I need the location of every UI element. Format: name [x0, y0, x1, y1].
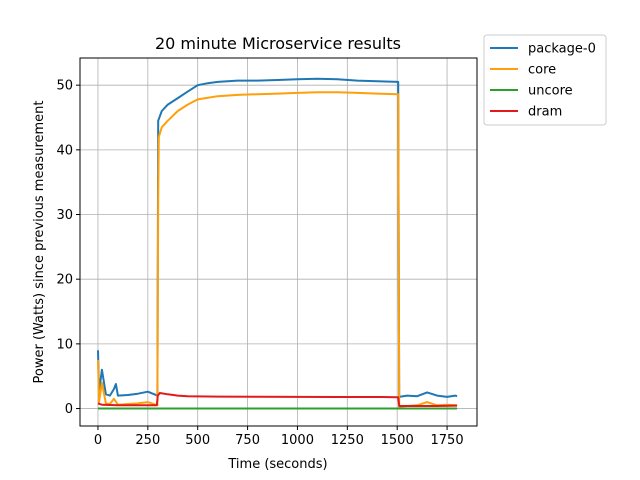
x-tick-label: 250 — [135, 433, 160, 448]
plot-frame — [79, 57, 478, 427]
x-tick-label: 1000 — [281, 433, 314, 448]
series-lines — [97, 77, 458, 410]
x-tick-label: 750 — [235, 433, 260, 448]
legend-box — [483, 34, 607, 126]
series-line-dram — [97, 392, 458, 407]
y-tick-label: 40 — [56, 143, 73, 158]
chart-title: 20 minute Microservice results — [155, 34, 401, 53]
y-axis-label: Power (Watts) since previous measurement — [32, 101, 47, 384]
x-tick-label: 0 — [94, 433, 102, 448]
y-tick-label: 0 — [65, 402, 73, 417]
x-tick-label: 500 — [185, 433, 210, 448]
x-tick-label: 1250 — [331, 433, 364, 448]
legend-label-uncore: uncore — [528, 84, 573, 99]
x-axis-ticks: 0 250 500 750 1000 1250 1500 1750 — [94, 426, 464, 448]
series-line-package-0 — [97, 77, 458, 398]
y-axis-ticks: 0 10 20 30 40 50 — [56, 79, 80, 417]
y-tick-label: 10 — [56, 337, 73, 352]
legend-label-dram: dram — [528, 105, 562, 120]
x-axis-label: Time (seconds) — [227, 457, 327, 472]
legend-label-package-0: package-0 — [528, 42, 596, 57]
series-line-core — [97, 91, 458, 408]
legend: package-0 core uncore dram — [483, 34, 607, 126]
x-tick-label: 1500 — [381, 433, 414, 448]
x-tick-label: 1750 — [431, 433, 464, 448]
y-tick-label: 20 — [56, 273, 73, 288]
grid-lines — [80, 58, 477, 426]
legend-label-core: core — [528, 63, 556, 78]
y-tick-label: 30 — [56, 208, 73, 223]
y-tick-label: 50 — [56, 79, 73, 94]
